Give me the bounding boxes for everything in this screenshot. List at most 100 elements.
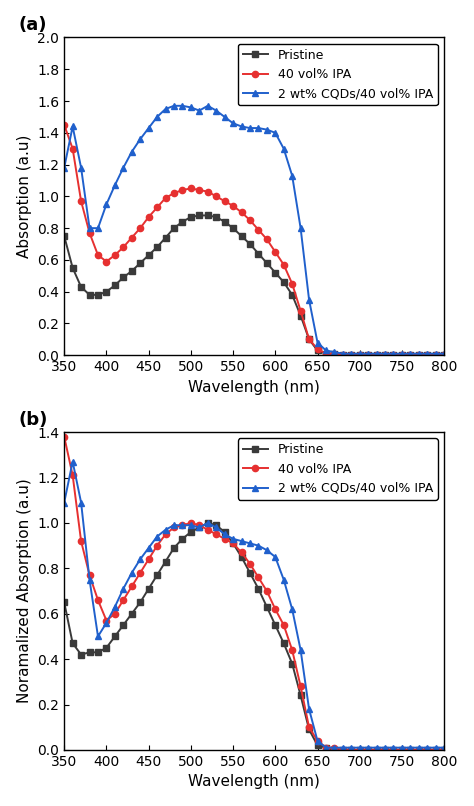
Pristine bbox=[95, 290, 101, 300]
40 vol% IPA bbox=[146, 555, 152, 564]
Line: Pristine: Pristine bbox=[61, 212, 447, 359]
Pristine bbox=[247, 239, 253, 249]
40 vol% IPA bbox=[382, 351, 388, 360]
40 vol% IPA bbox=[70, 143, 75, 153]
40 vol% IPA bbox=[120, 243, 126, 252]
2 wt% CQDs/40 vol% IPA bbox=[154, 532, 160, 542]
Pristine bbox=[433, 351, 438, 360]
Pristine bbox=[146, 584, 152, 593]
Pristine bbox=[306, 334, 312, 344]
2 wt% CQDs/40 vol% IPA bbox=[70, 457, 75, 467]
Pristine bbox=[408, 745, 413, 754]
40 vol% IPA bbox=[247, 559, 253, 569]
2 wt% CQDs/40 vol% IPA bbox=[146, 123, 152, 133]
Line: 2 wt% CQDs/40 vol% IPA: 2 wt% CQDs/40 vol% IPA bbox=[61, 459, 447, 750]
40 vol% IPA bbox=[315, 344, 320, 354]
40 vol% IPA bbox=[213, 530, 219, 539]
2 wt% CQDs/40 vol% IPA bbox=[163, 525, 168, 534]
Pristine bbox=[382, 745, 388, 754]
Pristine bbox=[247, 568, 253, 578]
2 wt% CQDs/40 vol% IPA bbox=[264, 125, 270, 135]
2 wt% CQDs/40 vol% IPA bbox=[408, 349, 413, 359]
2 wt% CQDs/40 vol% IPA bbox=[382, 349, 388, 359]
40 vol% IPA bbox=[255, 225, 261, 235]
Pristine bbox=[348, 351, 354, 360]
2 wt% CQDs/40 vol% IPA bbox=[180, 101, 185, 110]
Pristine bbox=[323, 349, 329, 359]
Pristine bbox=[424, 351, 430, 360]
40 vol% IPA bbox=[408, 351, 413, 360]
Pristine bbox=[399, 351, 405, 360]
40 vol% IPA bbox=[433, 351, 438, 360]
2 wt% CQDs/40 vol% IPA bbox=[281, 143, 287, 153]
2 wt% CQDs/40 vol% IPA bbox=[180, 521, 185, 530]
Pristine bbox=[239, 231, 245, 241]
40 vol% IPA bbox=[129, 582, 135, 592]
2 wt% CQDs/40 vol% IPA bbox=[112, 602, 118, 612]
40 vol% IPA bbox=[348, 351, 354, 360]
40 vol% IPA bbox=[416, 745, 422, 754]
Pristine bbox=[61, 231, 67, 241]
40 vol% IPA bbox=[433, 745, 438, 754]
40 vol% IPA bbox=[95, 596, 101, 605]
Pristine bbox=[230, 223, 236, 233]
40 vol% IPA bbox=[146, 212, 152, 222]
Pristine bbox=[264, 602, 270, 612]
Pristine bbox=[255, 249, 261, 259]
2 wt% CQDs/40 vol% IPA bbox=[255, 123, 261, 133]
2 wt% CQDs/40 vol% IPA bbox=[78, 163, 84, 172]
2 wt% CQDs/40 vol% IPA bbox=[340, 743, 346, 753]
Pristine bbox=[255, 584, 261, 593]
Pristine bbox=[264, 258, 270, 268]
2 wt% CQDs/40 vol% IPA bbox=[323, 743, 329, 753]
Pristine bbox=[391, 351, 396, 360]
Legend: Pristine, 40 vol% IPA, 2 wt% CQDs/40 vol% IPA: Pristine, 40 vol% IPA, 2 wt% CQDs/40 vol… bbox=[237, 44, 438, 106]
2 wt% CQDs/40 vol% IPA bbox=[365, 743, 371, 753]
2 wt% CQDs/40 vol% IPA bbox=[399, 743, 405, 753]
40 vol% IPA bbox=[78, 197, 84, 206]
40 vol% IPA bbox=[340, 745, 346, 754]
Line: 40 vol% IPA: 40 vol% IPA bbox=[61, 434, 447, 753]
2 wt% CQDs/40 vol% IPA bbox=[416, 349, 422, 359]
2 wt% CQDs/40 vol% IPA bbox=[281, 575, 287, 584]
2 wt% CQDs/40 vol% IPA bbox=[196, 106, 202, 115]
2 wt% CQDs/40 vol% IPA bbox=[188, 521, 194, 530]
40 vol% IPA bbox=[365, 745, 371, 754]
40 vol% IPA bbox=[315, 736, 320, 746]
Pristine bbox=[205, 210, 210, 220]
2 wt% CQDs/40 vol% IPA bbox=[120, 163, 126, 172]
Pristine bbox=[104, 643, 109, 653]
40 vol% IPA bbox=[188, 184, 194, 193]
40 vol% IPA bbox=[323, 349, 329, 359]
Pristine bbox=[112, 632, 118, 642]
2 wt% CQDs/40 vol% IPA bbox=[255, 541, 261, 550]
2 wt% CQDs/40 vol% IPA bbox=[78, 497, 84, 507]
X-axis label: Wavelength (nm): Wavelength (nm) bbox=[188, 775, 320, 789]
Pristine bbox=[188, 527, 194, 537]
Pristine bbox=[399, 745, 405, 754]
Text: (a): (a) bbox=[18, 16, 47, 35]
2 wt% CQDs/40 vol% IPA bbox=[382, 743, 388, 753]
40 vol% IPA bbox=[196, 185, 202, 195]
2 wt% CQDs/40 vol% IPA bbox=[188, 102, 194, 112]
Pristine bbox=[230, 538, 236, 548]
2 wt% CQDs/40 vol% IPA bbox=[433, 349, 438, 359]
40 vol% IPA bbox=[357, 745, 363, 754]
Pristine bbox=[298, 691, 303, 700]
2 wt% CQDs/40 vol% IPA bbox=[433, 743, 438, 753]
Pristine bbox=[78, 650, 84, 659]
Pristine bbox=[222, 527, 228, 537]
2 wt% CQDs/40 vol% IPA bbox=[239, 122, 245, 131]
Pristine bbox=[289, 659, 295, 668]
2 wt% CQDs/40 vol% IPA bbox=[239, 536, 245, 546]
Pristine bbox=[365, 351, 371, 360]
Pristine bbox=[163, 233, 168, 243]
2 wt% CQDs/40 vol% IPA bbox=[154, 112, 160, 122]
40 vol% IPA bbox=[163, 193, 168, 203]
2 wt% CQDs/40 vol% IPA bbox=[205, 101, 210, 110]
2 wt% CQDs/40 vol% IPA bbox=[399, 349, 405, 359]
40 vol% IPA bbox=[188, 518, 194, 528]
Y-axis label: Absorption (a.u): Absorption (a.u) bbox=[17, 135, 32, 258]
40 vol% IPA bbox=[163, 530, 168, 539]
Line: 40 vol% IPA: 40 vol% IPA bbox=[61, 122, 447, 359]
